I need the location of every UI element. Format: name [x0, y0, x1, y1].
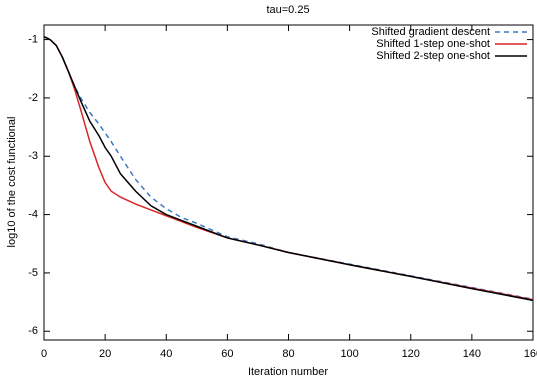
- y-tick-label: -5: [28, 267, 38, 279]
- x-tick-label: 0: [41, 348, 47, 360]
- legend-label: Shifted 2-step one-shot: [376, 50, 490, 62]
- x-tick-label: 60: [221, 348, 233, 360]
- x-tick-label: 100: [340, 348, 358, 360]
- y-tick-label: -6: [28, 325, 38, 337]
- legend-label: Shifted gradient descent: [371, 26, 490, 38]
- plot-frame: [43, 24, 534, 341]
- y-tick-label: -1: [28, 33, 38, 45]
- x-axis-label: Iteration number: [248, 366, 328, 378]
- x-tick-label: 80: [282, 348, 294, 360]
- x-tick-label: 20: [99, 348, 111, 360]
- y-tick-label: -2: [28, 92, 38, 104]
- x-tick-label: 160: [524, 348, 537, 360]
- x-tick-label: 40: [160, 348, 172, 360]
- y-tick-label: -4: [28, 208, 38, 220]
- x-tick-label: 140: [463, 348, 481, 360]
- y-tick-label: -3: [28, 150, 38, 162]
- chart-title: tau=0.25: [266, 4, 309, 16]
- x-tick-label: 120: [402, 348, 420, 360]
- y-axis-label: log10 of the cost functional: [6, 117, 18, 248]
- data-line: [43, 35, 534, 302]
- legend-label: Shifted 1-step one-shot: [376, 38, 490, 50]
